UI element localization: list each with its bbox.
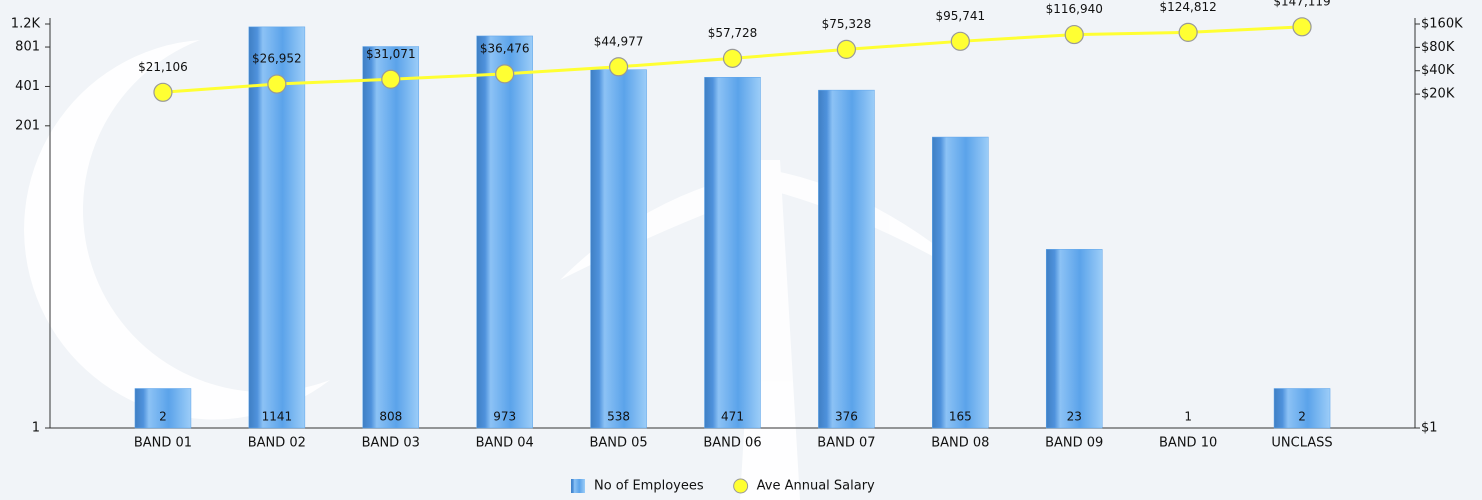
x-tick-label: BAND 09 [1045,436,1103,451]
salary-label: $31,071 [366,47,416,61]
x-tick-label: BAND 03 [362,436,420,451]
y-tick-label: 401 [15,79,40,94]
bar-value-label: 1141 [262,410,293,424]
bar-value-label: 2 [1298,410,1306,424]
bar [704,77,761,429]
x-tick-label: BAND 02 [248,436,306,451]
salary-label: $26,952 [252,52,302,66]
x-tick-label: BAND 01 [134,436,192,451]
x-tick-label: UNCLASS [1271,436,1332,451]
bar-value-label: 1 [1184,410,1192,424]
bar-value-label: 808 [379,410,402,424]
salary-point [1292,17,1312,37]
x-tick-label: BAND 04 [476,436,534,451]
bar-value-label: 23 [1067,410,1082,424]
salary-point [608,57,629,77]
salary-point [1064,24,1084,45]
bar [134,388,192,429]
salary-label: $36,476 [480,41,530,55]
bar-value-label: 538 [607,410,630,424]
salary-point [267,74,287,94]
salary-point [495,64,515,84]
y-tick-label: 1.2K [11,17,41,32]
salary-label: $147,119 [1273,0,1330,8]
bar [362,46,420,429]
salary-point [836,39,857,59]
bar [476,35,533,429]
legend-label: No of Employees [594,479,704,494]
x-tick-label: BAND 07 [817,436,875,451]
salary-point [1178,22,1198,42]
salary-point [722,48,743,68]
salary-point [950,31,970,51]
y-tick-label: 1 [32,421,40,436]
bar-value-label: 165 [949,410,972,424]
x-tick-label: BAND 06 [703,436,761,451]
x-tick-label: BAND 08 [931,436,989,451]
salary-point [381,69,401,89]
y2-tick-label: $40K [1421,63,1455,78]
legend-label: Ave Annual Salary [757,479,875,494]
y2-tick-label: $1 [1421,421,1438,436]
bar [248,26,306,429]
salary-label: $21,106 [138,60,188,74]
bar-value-label: 471 [721,410,744,424]
bar [590,69,647,429]
y2-tick-label: $20K [1421,87,1455,102]
bar-value-label: 973 [493,410,516,424]
x-tick-label: BAND 10 [1159,436,1217,451]
salary-label: $124,812 [1160,0,1217,14]
salary-label: $116,940 [1046,2,1103,16]
y-tick-label: 801 [15,40,40,55]
salary-label: $44,977 [594,34,644,48]
salary-label: $75,328 [822,17,872,31]
y2-tick-label: $160K [1421,17,1463,32]
salary-label: $95,741 [936,9,986,23]
y2-tick-label: $80K [1421,40,1455,55]
salary-point [153,82,173,102]
legend: No of Employees Ave Annual Salary [571,478,875,494]
bar [1273,388,1331,429]
legend-swatch [733,478,749,494]
bar [818,89,875,429]
x-tick-label: BAND 05 [589,436,647,451]
legend-swatch [571,479,585,493]
bar [932,136,989,429]
bar [1045,249,1103,429]
bar-value-label: 376 [835,410,858,424]
y-tick-label: 201 [15,118,40,133]
bar-value-label: 2 [159,410,167,424]
salary-label: $57,728 [708,26,758,40]
